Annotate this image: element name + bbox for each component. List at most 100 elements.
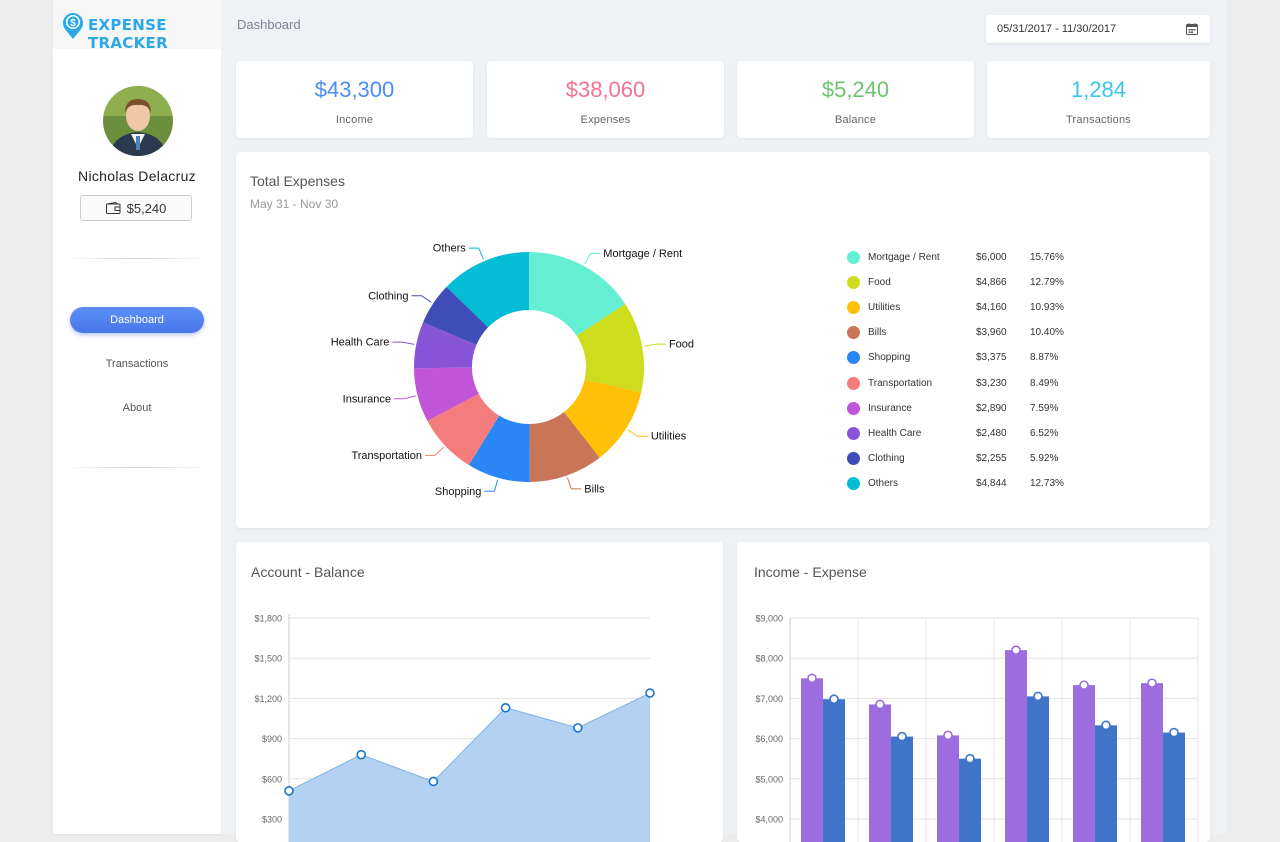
donut-leader-line: [392, 341, 415, 345]
donut-slice-food[interactable]: [576, 303, 644, 393]
legend-item-shopping[interactable]: Shopping $3,375 8.87%: [847, 351, 1087, 365]
legend-item-utilities[interactable]: Utilities $4,160 10.93%: [847, 301, 1087, 315]
donut-leader-line: [424, 446, 445, 456]
donut-slice-utilities[interactable]: [563, 379, 642, 458]
donut-leader-line: [484, 479, 499, 492]
income-bar[interactable]: [869, 704, 891, 842]
donut-leader-line: [468, 247, 484, 260]
income-bar[interactable]: [937, 735, 959, 842]
donut-leader-line: [566, 477, 582, 490]
donut-label-transportation: Transportation: [351, 450, 422, 462]
donut-slice-insurance[interactable]: [414, 367, 479, 421]
legend-name: Mortgage / Rent: [868, 252, 940, 263]
legend-item-bills[interactable]: Bills $3,960 10.40%: [847, 326, 1087, 340]
expense-bar[interactable]: [1027, 696, 1049, 842]
legend-amount: $2,255: [976, 452, 1007, 464]
wallet-balance-button[interactable]: $5,240: [80, 195, 192, 221]
legend-name: Utilities: [868, 302, 901, 314]
nav-item-dashboard[interactable]: Dashboard: [70, 307, 204, 333]
nav-item-transactions[interactable]: Transactions: [105, 358, 169, 370]
donut-label-food: Food: [669, 339, 694, 351]
legend-color-dot: [847, 276, 860, 290]
bar-data-point[interactable]: [1011, 645, 1021, 655]
bar-data-point[interactable]: [1101, 720, 1111, 731]
bar-data-point[interactable]: [875, 699, 885, 710]
expense-bar[interactable]: [1095, 725, 1117, 842]
legend-name: Food: [868, 277, 891, 289]
donut-leader-line: [393, 395, 416, 400]
y-tick-label: $4,000: [755, 815, 783, 825]
legend-item-others[interactable]: Others $4,844 12.73%: [847, 476, 1087, 491]
donut-slice-shopping[interactable]: [468, 415, 530, 482]
legend-color-dot: [847, 401, 860, 415]
legend-item-food[interactable]: Food $4,866 12.79%: [847, 276, 1087, 290]
legend-item-insurance[interactable]: Insurance $2,890 7.59%: [847, 401, 1087, 416]
donut-slice-health-care[interactable]: [414, 322, 477, 369]
data-point[interactable]: [572, 723, 583, 733]
legend-name: Bills: [868, 327, 887, 339]
bar-data-point[interactable]: [1147, 678, 1157, 688]
data-point[interactable]: [284, 786, 294, 796]
bar-data-point[interactable]: [1169, 727, 1179, 738]
expense-bar[interactable]: [1163, 732, 1185, 842]
data-point[interactable]: [428, 776, 439, 787]
expense-bar[interactable]: [959, 758, 981, 842]
bar-data-point[interactable]: [1033, 691, 1043, 702]
area-line: [288, 692, 651, 792]
income-bar[interactable]: [1073, 685, 1095, 842]
data-point[interactable]: [356, 749, 366, 760]
expenses-donut-chart: Mortgage / Rent Food Utilities Bills Shoppin…: [331, 243, 694, 498]
bar-data-point[interactable]: [943, 730, 953, 741]
y-tick-label: $600: [262, 774, 282, 784]
donut-slice-transportation[interactable]: [427, 393, 500, 466]
legend-color-dot: [847, 326, 860, 340]
account-balance-title: Account - Balance: [251, 564, 365, 580]
income-value: $43,300: [314, 77, 395, 102]
legend-percent: 8.87%: [1030, 352, 1059, 364]
total-expenses-title: Total Expenses: [250, 173, 345, 189]
legend-color-dot: [847, 351, 860, 365]
legend-item-health-care[interactable]: Health Care $2,480 6.52%: [847, 426, 1087, 441]
divider: [63, 258, 211, 259]
data-point[interactable]: [645, 688, 655, 698]
income-expense-title: Income - Expense: [754, 564, 867, 580]
income-bar[interactable]: [1005, 650, 1027, 842]
user-name: Nicholas Delacruz: [78, 168, 196, 184]
transactions-value: 1,284: [1070, 77, 1127, 102]
income-bar[interactable]: [1141, 683, 1163, 842]
donut-slice-clothing[interactable]: [423, 286, 489, 345]
expense-bar[interactable]: [891, 736, 913, 842]
legend-item-mortgage-rent[interactable]: Mortgage / Rent $6,000 15.76%: [847, 251, 1087, 265]
legend-item-clothing[interactable]: Clothing $2,255 5.92%: [847, 451, 1087, 466]
legend-color-dot: [847, 376, 860, 390]
legend-amount: $4,866: [976, 277, 1007, 289]
bar-data-point[interactable]: [965, 753, 975, 764]
donut-leader-line: [627, 429, 648, 437]
legend-amount: $3,960: [976, 327, 1007, 339]
calendar-icon[interactable]: [1186, 23, 1198, 35]
donut-slice-mortgage-rent[interactable]: [529, 252, 626, 336]
legend-percent: 7.59%: [1030, 402, 1059, 414]
y-tick-label: $6,000: [755, 734, 783, 744]
bar-data-point[interactable]: [807, 673, 817, 684]
income-bar[interactable]: [801, 678, 823, 842]
nav-item-about[interactable]: About: [122, 402, 152, 414]
legend-item-transportation[interactable]: Transportation $3,230 8.49%: [847, 376, 1087, 391]
legend-percent: 8.49%: [1030, 377, 1059, 389]
wallet-balance: $5,240: [126, 200, 167, 216]
bar-data-point[interactable]: [829, 694, 839, 705]
expense-bar[interactable]: [823, 699, 845, 842]
area-fill: [289, 693, 650, 842]
y-tick-label: $7,000: [755, 694, 783, 704]
donut-slice-bills[interactable]: [529, 411, 600, 482]
legend-color-dot: [847, 426, 860, 440]
data-point[interactable]: [500, 702, 511, 713]
transactions-label: Transactions: [1066, 114, 1131, 126]
legend-amount: $2,890: [976, 402, 1007, 414]
date-range-picker[interactable]: 05/31/2017 - 11/30/2017: [986, 15, 1210, 43]
bar-data-point[interactable]: [1079, 680, 1089, 690]
legend-amount: $3,230: [976, 377, 1007, 389]
y-tick-label: $300: [262, 815, 282, 825]
donut-slice-others[interactable]: [446, 252, 529, 328]
bar-data-point[interactable]: [897, 731, 907, 742]
